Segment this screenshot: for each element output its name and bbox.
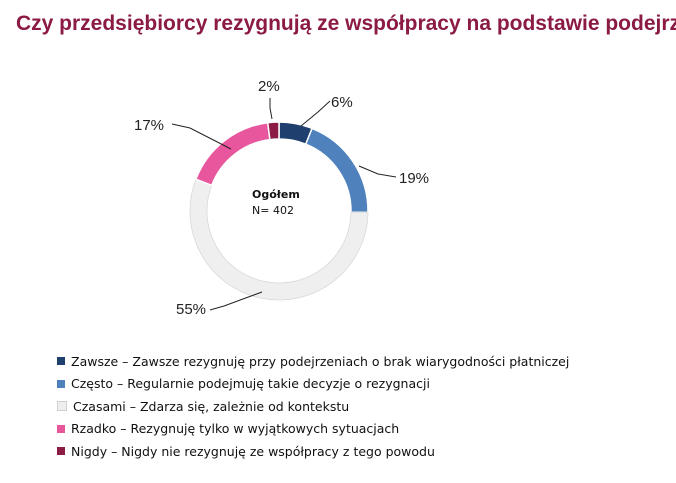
center-sample-size: N= 402 [252,204,294,217]
legend-label: Czasami – Zdarza się, zależnie od kontek… [73,398,350,414]
slice-label-często: 19% [399,170,429,187]
legend-swatch [57,401,67,412]
legend-item-nigdy: Nigdy – Nigdy nie rezygnuję ze współprac… [57,440,569,463]
legend: Zawsze – Zawsze rezygnuję przy podejrzen… [57,350,569,463]
slice-nigdy [266,121,280,141]
slice-rzadko [194,121,271,187]
slice-label-czasami: 55% [176,301,206,318]
center-title: Ogółem [252,188,300,201]
donut-slices [189,121,369,301]
leader-line-czasami [209,291,263,311]
legend-item-rzadko: Rzadko – Rezygnuję tylko w wyjątkowych s… [57,418,569,441]
leader-line-rzadko [171,123,232,150]
slice-często [304,127,369,214]
legend-item-zawsze: Zawsze – Zawsze rezygnuję przy podejrzen… [57,350,569,373]
legend-swatch [57,447,65,456]
leader-line-nigdy [269,98,273,120]
legend-label: Często – Regularnie podejmuję takie decy… [71,376,430,392]
legend-swatch [57,357,65,366]
legend-item-czasami: Czasami – Zdarza się, zależnie od kontek… [57,395,569,418]
slice-label-rzadko: 17% [134,117,164,134]
legend-label: Rzadko – Rezygnuję tylko w wyjątkowych s… [71,421,400,437]
legend-label: Nigdy – Nigdy nie rezygnuję ze współprac… [71,443,435,459]
slice-labels: 6% 19% 55% 17% 2% [134,78,429,318]
slice-label-zawsze: 6% [331,94,353,111]
leader-lines [171,98,397,311]
legend-swatch [57,379,65,388]
legend-swatch [57,424,65,433]
slice-label-nigdy: 2% [258,78,280,95]
chart-title: Czy przedsiębiorcy rezygnują ze współpra… [16,12,676,35]
legend-item-często: Często – Regularnie podejmuję takie decy… [57,373,569,396]
legend-label: Zawsze – Zawsze rezygnuję przy podejrzen… [71,353,570,369]
leader-line-często [358,165,397,178]
leader-line-zawsze [300,100,331,127]
